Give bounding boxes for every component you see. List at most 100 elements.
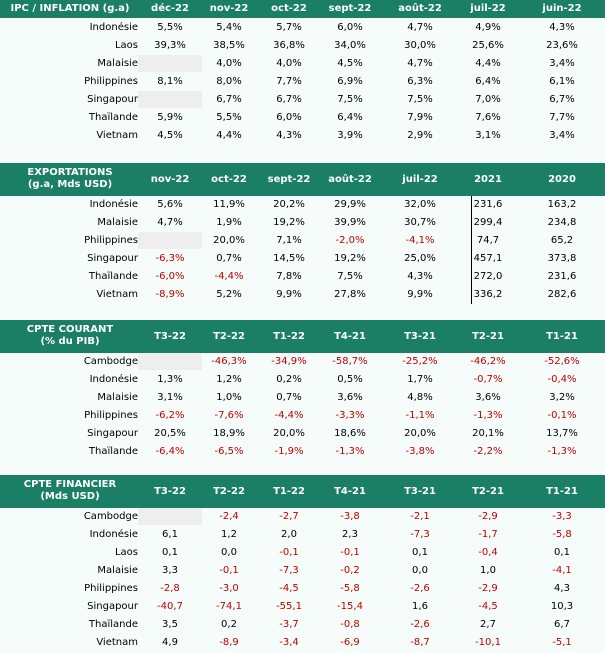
table-cell: 1,2 xyxy=(221,529,237,540)
table-cell: 0,0 xyxy=(221,547,237,558)
table-cell: -2,8 xyxy=(160,583,180,594)
table-cell: 4,9% xyxy=(475,22,501,33)
column-header: T1-22 xyxy=(273,485,305,497)
table-cell: 4,7% xyxy=(407,58,433,69)
column-header: T4-21 xyxy=(334,485,366,497)
table-row: Singapour 20,5% 18,9% 20,0% 18,6% 20,0% 20,1% 1… xyxy=(0,425,605,443)
table-cell: 1,7% xyxy=(407,374,433,385)
table-header-row: IPC / INFLATION (g.a) déc-22 nov-22 oct-22 s… xyxy=(0,0,605,18)
table-cell: -4,5 xyxy=(279,583,299,594)
table-cell: 6,0% xyxy=(337,22,363,33)
row-label: Vietnam xyxy=(96,637,138,648)
table-cell: -0,8 xyxy=(340,619,360,630)
table-cell: 6,4% xyxy=(337,112,363,123)
table-cell: 7,6% xyxy=(475,112,501,123)
table-cell: 6,7% xyxy=(216,94,242,105)
table-row: Vietnam 4,5% 4,4% 4,3% 3,9% 2,9% 3,1% 3,4% xyxy=(0,127,605,145)
table-cell: -1,1% xyxy=(405,410,435,421)
table-cell: 6,7 xyxy=(554,619,570,630)
table-cell: -7,3 xyxy=(410,529,430,540)
table-cell: 3,4% xyxy=(549,58,575,69)
table-cell: -6,9 xyxy=(340,637,360,648)
table-cell: -2,7 xyxy=(279,511,299,522)
table-cell: -40,7 xyxy=(157,601,183,612)
column-header: juin-22 xyxy=(542,3,582,14)
column-header: T3-21 xyxy=(404,485,436,497)
table-title: IPC / INFLATION (g.a) xyxy=(0,3,140,15)
table-cell: -8,9% xyxy=(155,289,185,300)
table-cell: 14,5% xyxy=(273,253,305,264)
table-cell: -4,4% xyxy=(274,410,304,421)
column-header: oct-22 xyxy=(211,173,247,185)
column-header: T1-21 xyxy=(546,330,578,342)
empty-cell xyxy=(138,91,202,108)
table-cell: -6,4% xyxy=(155,446,185,457)
table-cell: 32,0% xyxy=(404,199,436,210)
table-cell: 74,7 xyxy=(476,235,500,246)
table-cell: -6,2% xyxy=(155,410,185,421)
table-cell: -3,3 xyxy=(552,511,572,522)
column-header: T2-22 xyxy=(213,485,245,497)
table-cell: 5,2% xyxy=(216,289,242,300)
table-row: Cambodge -46,3% -34,9% -58,7% -25,2% -46,2% -5… xyxy=(0,353,605,371)
table-cell: 4,8% xyxy=(407,392,433,403)
table-cell: -1,3% xyxy=(473,410,503,421)
table-row: Laos 0,1 0,0 -0,1 -0,1 0,1 -0,4 0,1 xyxy=(0,544,605,562)
table-cell: 6,0% xyxy=(276,112,302,123)
column-header: 2020 xyxy=(548,173,576,185)
row-label: Laos xyxy=(114,547,138,558)
table-cell: -0,4% xyxy=(547,374,577,385)
row-label: Malaisie xyxy=(97,392,138,403)
table-cell: -2,0% xyxy=(335,235,365,246)
table-cell: 19,2% xyxy=(334,253,366,264)
table-row: Singapour -6,3% 0,7% 14,5% 19,2% 25,0% 457,1 37… xyxy=(0,250,605,268)
row-label: Indonésie xyxy=(89,22,138,33)
table-row: Laos 39,3% 38,5% 36,8% 34,0% 30,0% 25,6% 23,6% xyxy=(0,37,605,55)
table-title-line: CPTE FINANCIER xyxy=(23,479,117,490)
table-cell: 3,9% xyxy=(337,130,363,141)
table-cell: 5,9% xyxy=(157,112,183,123)
table-cell: 0,1 xyxy=(412,547,428,558)
column-header: déc-22 xyxy=(151,3,189,14)
table-cell: 4,9 xyxy=(162,637,178,648)
table-row: Philippines 8,1% 8,0% 7,7% 6,9% 6,3% 6,4% 6,1% xyxy=(0,73,605,91)
table-cell: -4,5 xyxy=(478,601,498,612)
table-cell: -0,1% xyxy=(547,410,577,421)
column-header: T3-22 xyxy=(154,330,186,342)
table-row: Malaisie 4,7% 1,9% 19,2% 39,9% 30,7% 299,4 234,… xyxy=(0,214,605,232)
table-cell: 299,4 xyxy=(473,217,503,228)
empty-cell xyxy=(138,55,202,72)
column-header: T2-22 xyxy=(213,330,245,342)
table-cell: 4,4% xyxy=(216,130,242,141)
table-cell: 4,4% xyxy=(475,58,501,69)
table-cell: -2,6 xyxy=(410,619,430,630)
row-label: Thaïlande xyxy=(88,619,138,630)
table-cell: -52,6% xyxy=(544,356,580,367)
table-cell: 2,9% xyxy=(407,130,433,141)
table-header-row: CPTE FINANCIER (Mds USD) T3-22 T2-22 T1-22 T4… xyxy=(0,475,605,508)
table-cell: 3,6% xyxy=(337,392,363,403)
table-cell: 234,8 xyxy=(547,217,577,228)
table-cell: 5,6% xyxy=(157,199,183,210)
table-cell: 6,7% xyxy=(276,94,302,105)
table-cell: -2,6 xyxy=(410,583,430,594)
table-title-line: IPC / INFLATION (g.a) xyxy=(10,3,130,14)
table-cell: 2,7 xyxy=(480,619,496,630)
table-title: CPTE COURANT (% du PIB) xyxy=(0,324,140,348)
table-cell: 36,8% xyxy=(273,40,305,51)
table-cell: -1,3% xyxy=(335,446,365,457)
column-header: oct-22 xyxy=(271,3,307,14)
column-header: T2-21 xyxy=(472,330,504,342)
table-cell: -58,7% xyxy=(332,356,368,367)
table-cell: 65,2 xyxy=(550,235,574,246)
table-row: Thaïlande -6,4% -6,5% -1,9% -1,3% -3,8% -2,2% -… xyxy=(0,443,605,461)
table-cell: 1,3% xyxy=(157,374,183,385)
row-label: Indonésie xyxy=(89,374,138,385)
table-cell: 5,4% xyxy=(216,22,242,33)
table-cell: 29,9% xyxy=(334,199,366,210)
table-cell: -4,4% xyxy=(214,271,244,282)
table-cell: 4,7% xyxy=(157,217,183,228)
table-cell: 4,0% xyxy=(276,58,302,69)
table-cell: 1,0% xyxy=(216,392,242,403)
table-cell: 7,8% xyxy=(276,271,302,282)
